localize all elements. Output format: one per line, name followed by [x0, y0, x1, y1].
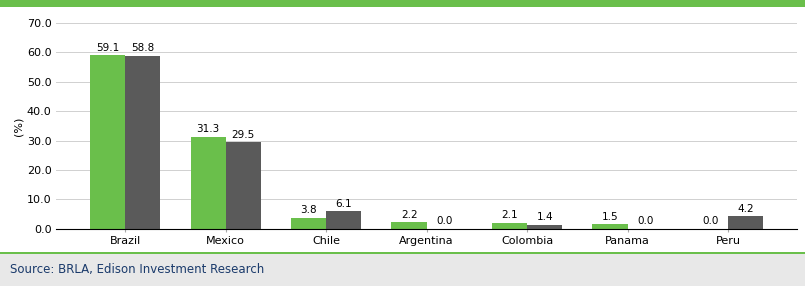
Bar [191, 137, 225, 229]
Text: 2.1: 2.1 [502, 210, 518, 220]
Text: 59.1: 59.1 [96, 43, 119, 53]
Text: 1.5: 1.5 [601, 212, 618, 222]
Text: 0.0: 0.0 [436, 217, 452, 227]
Bar [391, 222, 427, 229]
Text: 1.4: 1.4 [536, 212, 553, 222]
Text: Source: BRLA, Edison Investment Research: Source: BRLA, Edison Investment Research [10, 263, 264, 276]
Bar [492, 223, 527, 229]
Bar [326, 211, 361, 229]
Legend: BRLA, Benchmark: BRLA, Benchmark [341, 280, 512, 286]
Text: 31.3: 31.3 [196, 124, 220, 134]
Bar [225, 142, 261, 229]
Bar [291, 218, 326, 229]
Text: 6.1: 6.1 [336, 198, 352, 208]
Text: 4.2: 4.2 [737, 204, 754, 214]
Text: 0.0: 0.0 [702, 217, 719, 227]
Bar [592, 225, 628, 229]
Text: 2.2: 2.2 [401, 210, 417, 220]
Text: 58.8: 58.8 [131, 43, 155, 53]
Bar [90, 55, 126, 229]
Text: 0.0: 0.0 [637, 217, 654, 227]
Y-axis label: (%): (%) [14, 116, 24, 136]
Text: 29.5: 29.5 [232, 130, 255, 140]
Bar [126, 56, 160, 229]
Bar [728, 217, 763, 229]
Text: 3.8: 3.8 [300, 205, 317, 215]
Bar [527, 225, 563, 229]
